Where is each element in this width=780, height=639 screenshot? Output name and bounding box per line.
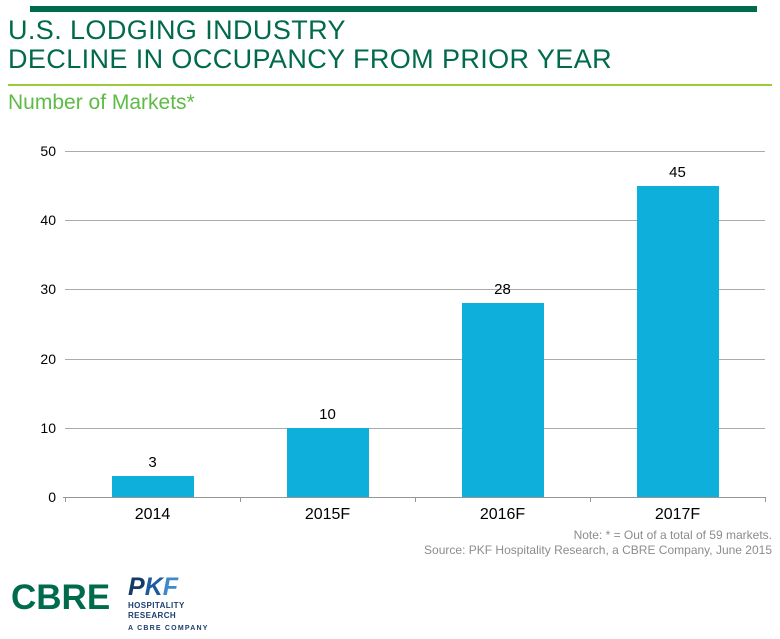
gridline-50 <box>65 151 765 152</box>
pkf-logo-word: PKF <box>128 575 209 600</box>
y-axis-label-40: 40 <box>40 212 56 229</box>
chart-subtitle: Number of Markets* <box>8 91 195 114</box>
pkf-letter-k: K <box>144 573 163 601</box>
pkf-logo: PKF HOSPITALITY RESEARCH A CBRE COMPANY <box>128 575 209 633</box>
value-label-2017F: 45 <box>669 163 686 181</box>
bar-2014 <box>111 476 194 497</box>
x-axis-tick-4 <box>765 497 766 502</box>
top-accent-bar <box>30 6 757 12</box>
gridline-30 <box>65 289 765 291</box>
gridline-20 <box>65 358 765 360</box>
title-underline <box>8 84 772 86</box>
page-title: U.S. LODGING INDUSTRY DECLINE IN OCCUPAN… <box>8 16 612 74</box>
y-axis-label-50: 50 <box>40 143 56 159</box>
x-axis-category-2016F: 2016F <box>479 506 526 523</box>
x-axis-tick-3 <box>590 497 591 502</box>
x-axis-line <box>63 497 765 498</box>
y-axis-label-10: 10 <box>40 419 56 436</box>
pkf-hospitality-label: HOSPITALITY <box>128 601 185 610</box>
y-axis-label-20: 20 <box>40 350 56 367</box>
x-axis-tick-0 <box>65 497 66 502</box>
value-label-2015F: 10 <box>319 405 336 423</box>
pkf-letter-f: F <box>162 573 179 601</box>
bar-2016F <box>461 303 544 497</box>
note-line: Note: * = Out of a total of 59 markets. <box>573 528 772 542</box>
x-axis-category-2015F: 2015F <box>304 506 351 523</box>
pkf-research-label: RESEARCH <box>128 611 177 620</box>
y-axis-label-0: 0 <box>48 489 56 505</box>
title-line-2: DECLINE IN OCCUPANCY FROM PRIOR YEAR <box>8 44 612 74</box>
chart-notes: Note: * = Out of a total of 59 markets. … <box>424 528 772 558</box>
value-label-2016F: 28 <box>494 281 511 299</box>
title-line-1: U.S. LODGING INDUSTRY <box>8 15 346 45</box>
pkf-letter-p: P <box>128 573 145 601</box>
source-line: Source: PKF Hospitality Research, a CBRE… <box>424 543 772 557</box>
x-axis-tick-1 <box>240 497 241 502</box>
gridline-40 <box>65 220 765 222</box>
x-axis-tick-2 <box>415 497 416 502</box>
pkf-tagline: A CBRE COMPANY <box>128 625 209 632</box>
bar-2017F <box>636 185 719 497</box>
gridline-10 <box>65 427 765 429</box>
bar-2015F <box>286 427 369 497</box>
y-axis-label-30: 30 <box>40 281 56 298</box>
value-label-2014: 3 <box>148 454 157 472</box>
x-axis-category-2017F: 2017F <box>654 506 701 523</box>
cbre-logo: CBRE <box>11 578 111 617</box>
x-axis-category-2014: 2014 <box>134 506 171 523</box>
